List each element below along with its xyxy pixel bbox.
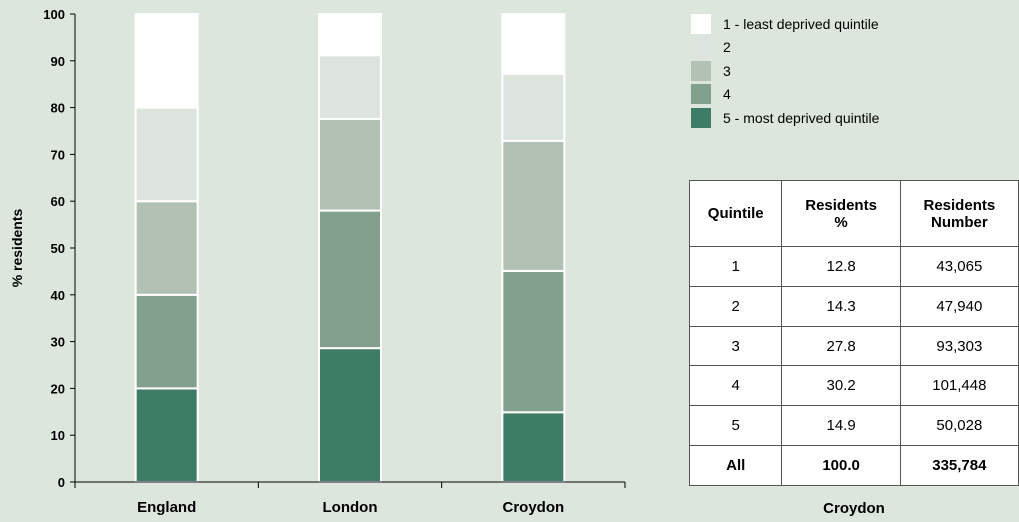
header-quintile: Quintile: [688, 180, 783, 247]
table-cell: 5: [688, 405, 783, 447]
table-cell: 335,784: [899, 445, 1019, 486]
table-cell: 93,303: [899, 325, 1019, 367]
table-cell: 30.2: [781, 365, 901, 407]
table-body: 1 12.8 43,065 2 14.3 47,940 3 27.8 93,303 4 30.2 10…: [688, 246, 1019, 486]
y-tick-label: 100: [43, 7, 65, 22]
x-tick-label: Croydon: [502, 499, 564, 516]
residents-table: Quintile Residents% Residents Number 1 12.…: [688, 180, 1019, 486]
y-tick-label: 20: [51, 381, 65, 396]
bar-segment: [134, 200, 199, 296]
table-cell: 14.9: [781, 405, 901, 447]
table-cell: 12.8: [781, 246, 901, 287]
x-tick-label: England: [137, 499, 196, 516]
table-header-row: Quintile Residents% Residents Number: [688, 180, 1019, 247]
table-cell: 14.3: [781, 285, 901, 327]
table-row-total: All 100.0 335,784: [688, 445, 1019, 486]
y-tick-label: 50: [51, 241, 65, 256]
bar-segment: [318, 347, 382, 484]
table-row: 2 14.3 47,940: [688, 285, 1019, 327]
bars-group: [134, 13, 566, 484]
stacked-bar-chart: 0 10 20 30 40 50 60 70 80 90 100 England London Croy…: [9, 7, 626, 516]
legend-swatch: [691, 13, 711, 34]
legend-item: 1 - least deprived quintile: [691, 12, 879, 36]
legend-swatch: [691, 107, 711, 128]
legend-label: 4: [723, 86, 731, 103]
legend-item: 3: [691, 59, 879, 83]
y-tick-label: 10: [51, 428, 65, 443]
table-row: 4 30.2 101,448: [688, 365, 1019, 407]
table-cell: 27.8: [781, 325, 901, 367]
y-tick-label: 80: [51, 101, 65, 116]
header-residents-percent: Residents%: [781, 180, 901, 247]
bar-segment: [134, 106, 199, 203]
y-tick-label: 70: [51, 147, 65, 162]
table-cell: 43,065: [899, 246, 1019, 287]
y-axis-label: % residents: [9, 208, 25, 287]
table-cell: All: [688, 445, 783, 486]
bar-segment: [501, 411, 566, 484]
legend-item: 5 - most deprived quintile: [691, 106, 879, 130]
table-cell: 100.0: [781, 445, 901, 486]
legend-label: 3: [723, 62, 731, 79]
legend-label: 5 - most deprived quintile: [723, 109, 880, 126]
bar-segment: [501, 269, 566, 414]
table-cell: 1: [688, 246, 783, 287]
bar-segment: [501, 13, 566, 75]
x-tick-label: London: [323, 499, 378, 516]
bar-segment: [134, 387, 199, 483]
legend-item: 2: [691, 36, 879, 60]
x-ticks: England London Croydon: [74, 482, 626, 516]
table-caption: Croydon: [823, 500, 885, 517]
legend-swatch: [691, 37, 711, 58]
y-tick-label: 90: [51, 54, 65, 69]
legend-item: 4: [691, 83, 879, 107]
table-cell: 4: [688, 365, 783, 407]
table-cell: 47,940: [899, 285, 1019, 327]
legend-label: 2: [723, 39, 731, 56]
table-row: 3 27.8 93,303: [688, 325, 1019, 367]
bar-segment: [318, 117, 382, 212]
table-cell: 3: [688, 325, 783, 367]
header-residents-number: Residents Number: [899, 180, 1019, 247]
bar-segment: [318, 209, 382, 350]
y-ticks: 0 10 20 30 40 50 60 70 80 90 100: [43, 7, 75, 490]
bar-segment: [501, 139, 566, 272]
legend: 1 - least deprived quintile 2 3 4 5 - most d…: [691, 12, 879, 130]
table-row: 5 14.9 50,028: [688, 405, 1019, 447]
y-tick-label: 40: [51, 288, 65, 303]
bar-segment: [134, 293, 199, 390]
bar-segment: [501, 72, 566, 142]
bar-segment: [318, 54, 382, 120]
table-row: 1 12.8 43,065: [688, 246, 1019, 287]
legend-label: 1 - least deprived quintile: [723, 15, 879, 32]
bar-segment: [318, 13, 382, 57]
legend-swatch: [691, 60, 711, 81]
y-tick-label: 60: [51, 194, 65, 209]
y-tick-label: 0: [58, 475, 65, 490]
table-cell: 101,448: [899, 365, 1019, 407]
table-cell: 2: [688, 285, 783, 327]
bar-segment: [134, 13, 199, 109]
y-tick-label: 30: [51, 335, 65, 350]
table-cell: 50,028: [899, 405, 1019, 447]
legend-swatch: [691, 84, 711, 105]
